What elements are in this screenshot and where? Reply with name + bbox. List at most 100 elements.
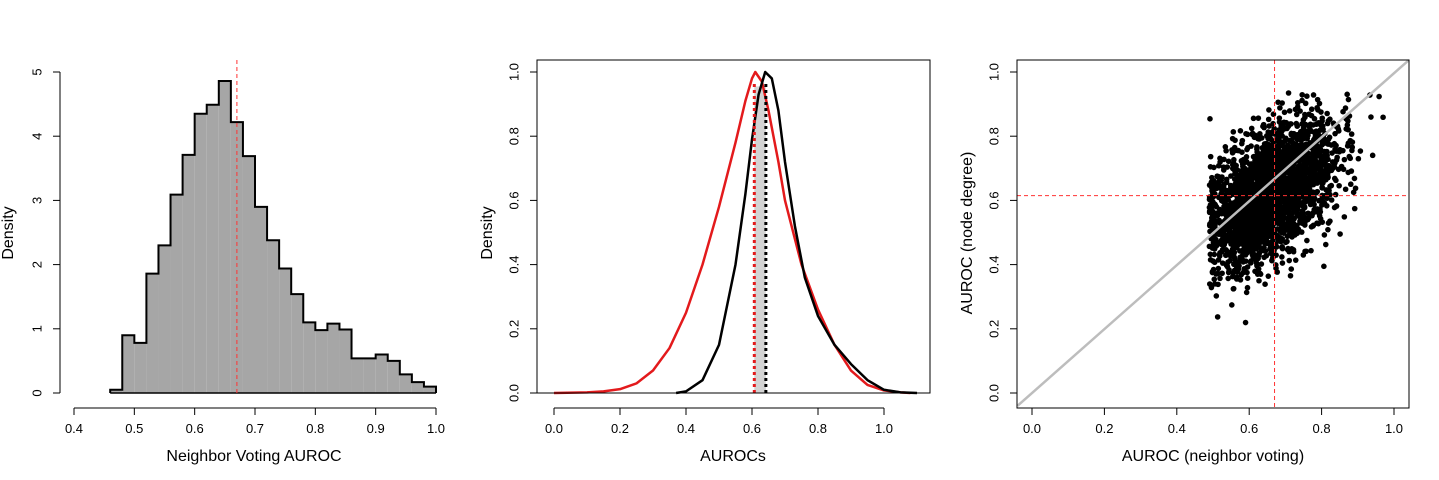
scatter-point — [1217, 275, 1223, 282]
histogram-bar — [146, 273, 159, 393]
scatter-point — [1325, 141, 1331, 147]
scatter-y-axis-tick-label: 0.4 — [986, 256, 1001, 274]
scatter-point — [1281, 224, 1288, 231]
scatter-point — [1244, 284, 1251, 291]
scatter-point — [1310, 92, 1317, 98]
scatter-point — [1300, 117, 1307, 123]
histogram-y-axis-tick-label: 1 — [29, 325, 44, 332]
scatter-point — [1235, 266, 1242, 272]
scatter-point — [1231, 176, 1238, 183]
scatter-point — [1284, 125, 1290, 132]
scatter-point — [1302, 165, 1309, 171]
histogram-y-axis: 0 1 2 3 4 5 — [29, 68, 61, 397]
density-panel: 0.0 0.2 0.4 0.6 0.8 1.0 0.0 0.2 0.4 0.6 0.8 1.0 AU… — [479, 59, 931, 465]
scatter-point — [1218, 249, 1225, 255]
scatter-point — [1310, 195, 1317, 202]
scatter-point — [1302, 198, 1309, 205]
scatter-point — [1246, 236, 1253, 242]
scatter-x-axis-tick-label: 0.0 — [1023, 421, 1041, 436]
scatter-point — [1267, 225, 1274, 231]
scatter-point — [1336, 128, 1342, 134]
scatter-point — [1227, 253, 1234, 259]
scatter-point — [1282, 176, 1289, 183]
scatter-point — [1269, 167, 1276, 174]
scatter-point — [1228, 173, 1234, 179]
scatter-point — [1221, 207, 1228, 213]
scatter-point — [1308, 106, 1315, 113]
scatter-point — [1227, 185, 1234, 191]
scatter-point — [1316, 212, 1323, 219]
scatter-point — [1333, 142, 1339, 149]
scatter-point — [1208, 284, 1215, 291]
median-difference-band — [754, 86, 766, 393]
scatter-point — [1288, 180, 1295, 187]
scatter-x-axis: 0.0 0.2 0.4 0.6 0.8 1.0 — [1023, 407, 1403, 436]
scatter-point — [1231, 156, 1237, 163]
scatter-point — [1321, 263, 1327, 270]
scatter-point — [1235, 241, 1242, 248]
scatter-point — [1253, 224, 1260, 231]
density-y-axis-tick-label: 0.2 — [506, 320, 521, 338]
scatter-point — [1284, 143, 1291, 150]
scatter-point — [1320, 180, 1326, 186]
scatter-point — [1239, 168, 1246, 174]
scatter-point — [1295, 206, 1301, 213]
scatter-point — [1292, 196, 1299, 203]
scatter-point — [1250, 242, 1256, 249]
scatter-point — [1248, 143, 1254, 149]
scatter-point — [1261, 254, 1267, 261]
scatter-point — [1285, 199, 1291, 206]
scatter-point — [1292, 175, 1299, 182]
scatter-point — [1238, 222, 1244, 229]
density-x-axis-tick-label: 0.6 — [743, 421, 761, 436]
scatter-point — [1341, 214, 1348, 220]
scatter-point — [1258, 202, 1264, 208]
scatter-point — [1280, 211, 1287, 218]
scatter-point — [1221, 181, 1227, 188]
density-x-axis-label: AUROCs — [700, 448, 766, 465]
histogram-bar — [242, 156, 255, 393]
scatter-point — [1225, 158, 1232, 165]
scatter-point — [1248, 231, 1254, 238]
scatter-point — [1230, 129, 1237, 135]
scatter-point — [1239, 161, 1246, 167]
scatter-point — [1241, 233, 1247, 240]
histogram-bar — [399, 374, 412, 393]
density-x-axis-tick-label: 0.8 — [809, 421, 827, 436]
scatter-point — [1256, 173, 1262, 179]
scatter-point — [1214, 173, 1221, 180]
scatter-point — [1299, 97, 1305, 104]
histogram-bar — [158, 245, 171, 393]
scatter-point — [1322, 160, 1328, 167]
scatter-point — [1220, 198, 1227, 205]
scatter-point — [1233, 276, 1240, 282]
scatter-point — [1244, 180, 1250, 187]
scatter-point — [1239, 149, 1245, 155]
scatter-point — [1229, 302, 1235, 308]
scatter-point — [1211, 259, 1218, 266]
scatter-point — [1213, 236, 1219, 243]
scatter-point — [1301, 180, 1307, 186]
scatter-point — [1319, 202, 1325, 208]
scatter-point — [1290, 134, 1297, 141]
scatter-point — [1300, 204, 1307, 210]
scatter-y-axis-tick-label: 0.8 — [986, 127, 1001, 145]
scatter-point — [1298, 129, 1304, 135]
scatter-point — [1288, 266, 1295, 272]
density-y-axis-label: Density — [479, 206, 496, 259]
scatter-point — [1321, 232, 1328, 238]
scatter-point — [1276, 203, 1283, 210]
scatter-point — [1280, 230, 1287, 236]
scatter-point — [1265, 212, 1271, 219]
histogram-bar — [291, 294, 304, 393]
scatter-point — [1247, 167, 1254, 174]
scatter-point — [1244, 264, 1251, 270]
histogram-bar — [110, 389, 123, 393]
scatter-point — [1287, 167, 1294, 174]
scatter-point — [1270, 111, 1277, 118]
scatter-point — [1276, 155, 1282, 161]
scatter-point — [1243, 289, 1250, 296]
scatter-point — [1232, 147, 1239, 154]
scatter-x-axis-tick-label: 0.2 — [1095, 421, 1113, 436]
